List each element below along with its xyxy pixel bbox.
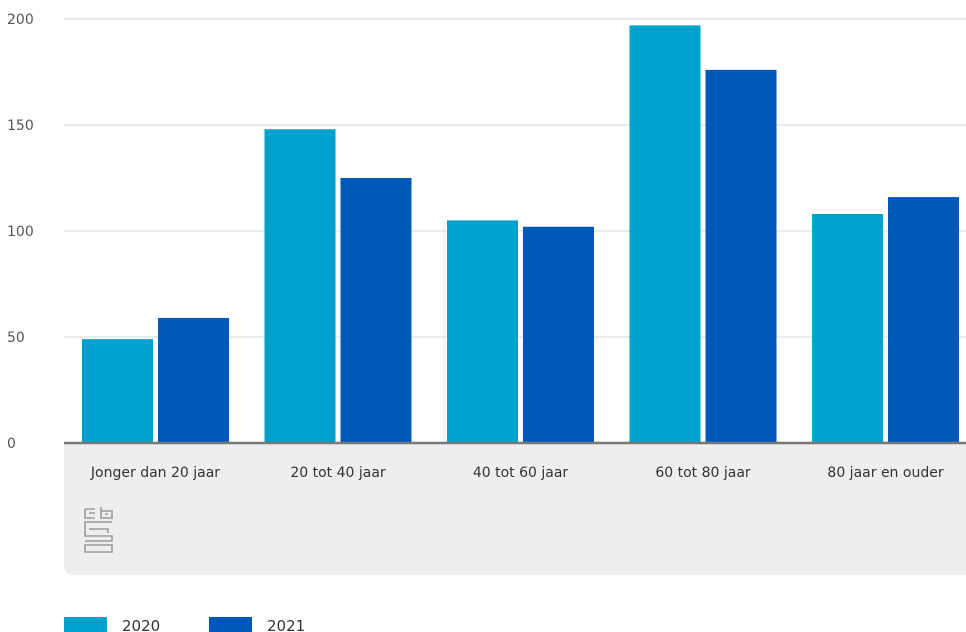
bars (82, 25, 959, 444)
bar-2021-0 (158, 317, 229, 443)
y-tick-label: 150 (7, 118, 34, 134)
y-tick-label: 0 (7, 436, 16, 452)
category-labels: Jonger dan 20 jaar 20 tot 40 jaar 40 tot 6… (90, 465, 944, 481)
bar-2020-0 (82, 339, 153, 443)
category-label: 20 tot 40 jaar (290, 465, 386, 481)
category-label: Jonger dan 20 jaar (90, 465, 220, 481)
category-label: 60 tot 80 jaar (655, 465, 751, 481)
legend: 2020 2021 (64, 617, 305, 632)
cbs-logo-icon (84, 507, 113, 553)
bar-2020-1 (264, 129, 336, 444)
y-tick-label: 100 (7, 224, 34, 240)
bar-2021-3 (705, 69, 777, 443)
bar-2020-3 (629, 25, 701, 444)
legend-swatch-2020 (64, 617, 107, 632)
y-tick-label: 200 (7, 12, 34, 28)
bar-2020-2 (447, 220, 518, 443)
y-axis-ticks: 0 50 100 150 200 (7, 12, 34, 452)
y-tick-label: 50 (7, 330, 25, 346)
bar-2021-2 (523, 226, 594, 443)
bar-2020-4 (812, 214, 883, 443)
bar-2021-1 (340, 178, 412, 443)
category-panel (64, 443, 966, 575)
category-label: 40 tot 60 jaar (473, 465, 569, 481)
category-label: 80 jaar en ouder (827, 465, 943, 481)
bar-2021-4 (888, 197, 959, 443)
legend-swatch-2021 (209, 617, 252, 632)
legend-label-2020: 2020 (122, 617, 160, 632)
legend-label-2021: 2021 (267, 617, 305, 632)
